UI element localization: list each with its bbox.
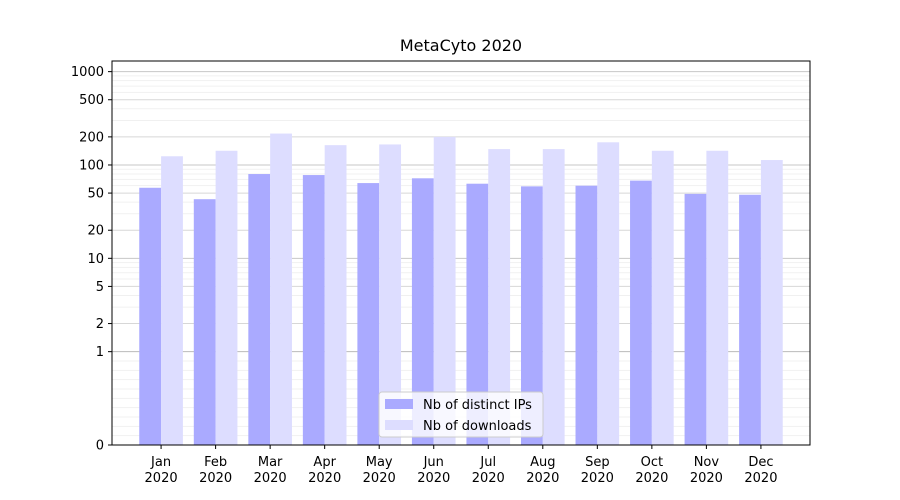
x-tick-label-year: 2020 xyxy=(526,471,559,486)
x-tick-label-month: Dec xyxy=(748,455,773,470)
y-axis: 0 1 2 5 10 20 50 100 200 500 1000 xyxy=(71,65,112,454)
bar-downloads: Nb of downloads: 142 xyxy=(651,150,674,445)
x-axis: Jan2020Feb2020Mar2020Apr2020May2020Jun20… xyxy=(145,445,777,486)
bar-downloads: Nb of downloads: 200 xyxy=(433,136,456,445)
bar-distinct-ips: Nb of distinct IPs: 72 xyxy=(411,178,434,445)
y-tick-label: 5 xyxy=(96,280,104,295)
bar-downloads: Nb of downloads: 217 xyxy=(270,133,292,446)
x-tick-label-year: 2020 xyxy=(635,471,668,486)
bar-distinct-ips: Nb of distinct IPs: 43 xyxy=(193,199,216,445)
x-tick-label-year: 2020 xyxy=(199,471,232,486)
plot-frame xyxy=(111,60,811,446)
bar-distinct-ips: Nb of distinct IPs: 48 xyxy=(739,194,761,445)
x-tick-label-year: 2020 xyxy=(690,471,723,486)
x-tick-label-year: 2020 xyxy=(417,471,450,486)
bar-distinct-ips: Nb of distinct IPs: 64 xyxy=(357,183,380,446)
x-tick-label-month: Jun xyxy=(423,455,444,470)
chart-title: MetaCyto 2020 xyxy=(400,36,522,55)
x-tick-label-month: Aug xyxy=(530,455,555,470)
bar-downloads: Nb of downloads: 163 xyxy=(324,145,347,445)
legend-swatch xyxy=(385,399,413,409)
bar-downloads: Nb of downloads: 142 xyxy=(215,150,238,445)
x-tick-label-year: 2020 xyxy=(308,471,341,486)
bar-downloads: Nb of downloads: 113 xyxy=(760,160,783,446)
y-tick-label: 500 xyxy=(79,93,104,108)
legend-label: Nb of downloads xyxy=(423,419,532,434)
bar-distinct-ips: Nb of distinct IPs: 68 xyxy=(630,180,652,445)
bar-downloads: Nb of downloads: 124 xyxy=(161,156,183,445)
x-tick-label-month: Feb xyxy=(204,455,227,470)
y-tick-label: 50 xyxy=(87,187,104,202)
x-tick-label-year: 2020 xyxy=(744,471,777,486)
legend-label: Nb of distinct IPs xyxy=(423,398,532,413)
x-tick-label-year: 2020 xyxy=(363,471,396,486)
x-tick-label-month: Jul xyxy=(479,455,496,470)
y-tick-label: 20 xyxy=(87,224,104,239)
bar-downloads: Nb of downloads: 142 xyxy=(706,150,729,445)
bar-distinct-ips: Nb of distinct IPs: 80 xyxy=(248,174,271,445)
bar-downloads: Nb of downloads: 166 xyxy=(379,144,402,445)
legend-swatch xyxy=(385,420,413,430)
x-tick-label-month: Oct xyxy=(641,455,663,470)
legend: Nb of distinct IPs Nb of downloads xyxy=(378,391,544,438)
x-tick-label-month: Apr xyxy=(313,455,336,470)
bar-downloads: Nb of downloads: 148 xyxy=(542,149,565,445)
bar-distinct-ips: Nb of distinct IPs: 60 xyxy=(575,185,598,445)
bar-distinct-ips: Nb of distinct IPs: 57 xyxy=(139,187,162,445)
y-tick-label: 200 xyxy=(79,130,104,145)
x-tick-label-month: Nov xyxy=(694,455,720,470)
legend-box xyxy=(378,391,544,438)
x-tick-label-year: 2020 xyxy=(254,471,287,486)
y-tick-label: 1 xyxy=(96,345,104,360)
x-tick-label-year: 2020 xyxy=(581,471,614,486)
x-tick-label-month: Jan xyxy=(150,455,171,470)
x-tick-label-year: 2020 xyxy=(472,471,505,486)
bar-distinct-ips: Nb of distinct IPs: 59 xyxy=(520,186,543,445)
y-tick-label: 1000 xyxy=(71,65,104,80)
bar-downloads: Nb of downloads: 148 xyxy=(488,149,511,445)
bar-distinct-ips: Nb of distinct IPs: 49 xyxy=(684,193,707,445)
bar-distinct-ips: Nb of distinct IPs: 63 xyxy=(466,183,489,445)
x-tick-label-month: Sep xyxy=(585,455,610,470)
x-tick-label-year: 2020 xyxy=(145,471,178,486)
y-tick-label: 2 xyxy=(96,317,104,332)
x-tick-label-month: Mar xyxy=(258,455,283,470)
y-tick-label: 0 xyxy=(96,439,104,454)
bar-downloads: Nb of downloads: 175 xyxy=(597,142,620,445)
y-tick-label: 100 xyxy=(79,158,104,173)
bars: Nb of distinct IPs: 57 Nb of distinct IPs… xyxy=(139,133,783,446)
y-tick-label: 10 xyxy=(87,252,104,267)
bar-distinct-ips: Nb of distinct IPs: 78 xyxy=(302,175,325,445)
x-tick-label-month: May xyxy=(366,455,393,470)
